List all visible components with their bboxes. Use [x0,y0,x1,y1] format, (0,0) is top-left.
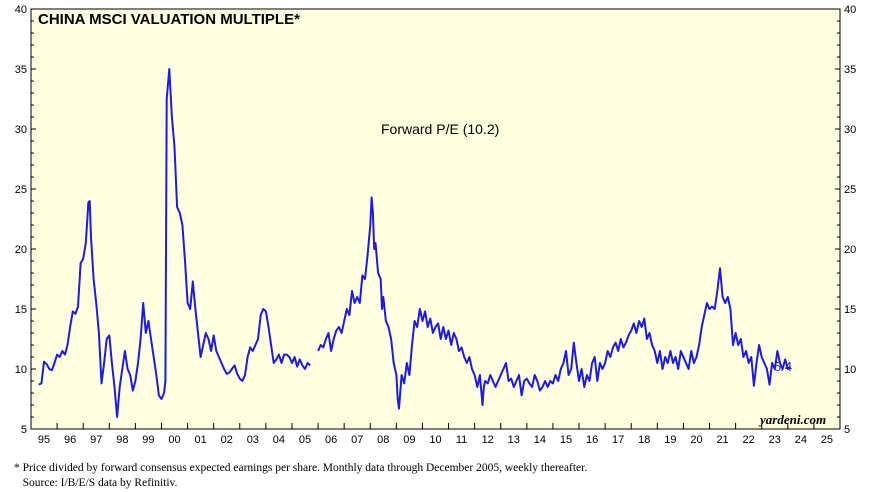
watermark: yardeni.com [758,412,826,427]
x-tick-label: 00 [168,434,180,446]
x-tick-label: 01 [195,434,207,446]
x-tick-label: 11 [456,434,467,446]
x-tick-label: 05 [299,434,311,446]
x-tick-label: 15 [560,434,572,446]
x-axis: 95 96 97 98 99 00 01 02 03 04 05 06 07 08 09 10 11 12 13 14… [30,423,841,446]
y-tick-label-right: 40 [844,4,856,16]
y-tick-label-left: 35 [15,64,27,76]
y-tick-label-right: 15 [844,304,856,316]
y-tick-label-left: 15 [15,304,27,316]
x-tick-label: 21 [716,434,728,446]
x-tick-label: 20 [690,434,702,446]
x-tick-label: 22 [743,434,755,446]
y-tick-label-right: 25 [844,184,856,196]
footnote-line-2: Source: I/B/E/S data by Refinitiv. [14,477,178,489]
x-tick-label: 99 [142,434,154,446]
y-tick-label-left: 20 [15,244,27,256]
y-axis-right: 5 10 15 20 25 30 35 40 [835,4,856,436]
series-label: Forward P/E (10.2) [381,121,499,137]
x-tick-label: 98 [116,434,128,446]
x-tick-label: 02 [221,434,233,446]
end-label: 5/4 [774,359,792,374]
y-tick-label-left: 30 [15,124,27,136]
x-tick-label: 03 [247,434,259,446]
x-tick-label: 08 [377,434,389,446]
x-tick-label: 04 [273,434,285,446]
x-tick-label: 24 [795,434,807,446]
y-tick-label-right: 10 [844,364,856,376]
x-tick-label: 12 [482,434,494,446]
x-tick-label: 25 [821,434,833,446]
y-tick-label-right: 20 [844,244,856,256]
series-line-forward-pe [38,68,792,418]
x-tick-label: 23 [769,434,781,446]
chart-title: CHINA MSCI VALUATION MULTIPLE* [38,11,300,28]
footnote-line-1: * Price divided by forward consensus exp… [14,462,588,474]
x-tick-label: 96 [64,434,76,446]
x-tick-label: 97 [90,434,102,446]
y-tick-label-left: 40 [15,4,27,16]
x-tick-label: 13 [508,434,520,446]
x-tick-label: 16 [586,434,598,446]
y-tick-label-right: 35 [844,64,856,76]
y-axis-left: 5 10 15 20 25 30 35 40 [15,4,36,436]
plot-area [30,8,841,430]
x-tick-label: 14 [534,434,546,446]
x-tick-label: 18 [638,434,650,446]
y-tick-label-right: 5 [844,424,850,436]
y-tick-label-left: 5 [21,424,27,436]
x-tick-label: 95 [38,434,50,446]
y-tick-label-left: 10 [15,364,27,376]
y-tick-label-left: 25 [15,184,27,196]
x-tick-label: 09 [403,434,415,446]
y-tick-label-right: 30 [844,124,856,136]
x-tick-label: 19 [664,434,676,446]
x-tick-label: 06 [325,434,337,446]
x-tick-label: 17 [612,434,624,446]
x-tick-label: 10 [429,434,441,446]
x-tick-label: 07 [351,434,363,446]
